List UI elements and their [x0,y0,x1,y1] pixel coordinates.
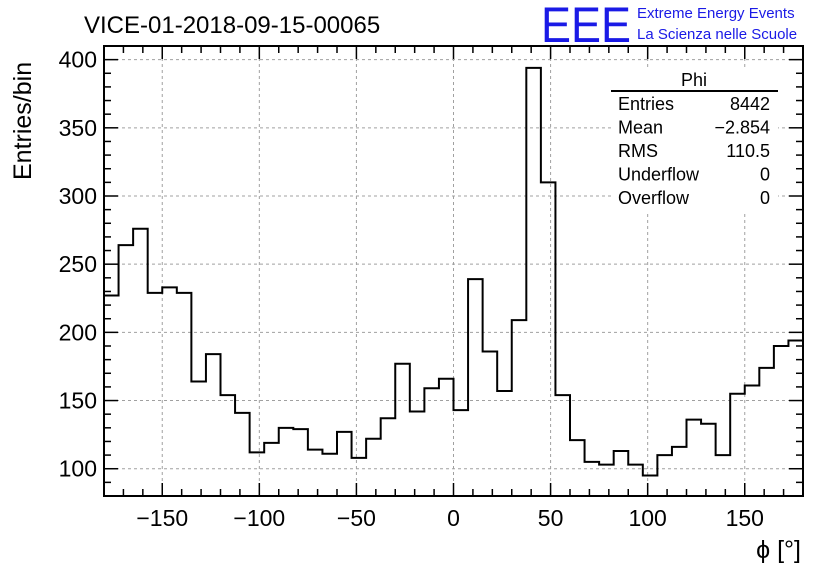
stats-value: 0 [760,188,770,208]
histogram-line [104,66,804,477]
chart-title: VICE-01-2018-09-15-00065 [84,12,380,39]
x-tick-label: 100 [628,505,666,531]
x-tick-label: −50 [337,505,376,531]
y-tick-label: 350 [59,115,97,141]
x-tick-label: −150 [136,505,188,531]
logo-line1: Extreme Energy Events [637,5,795,22]
stats-value: 110.5 [726,141,770,161]
x-axis-label: ϕ [°] [756,536,801,564]
x-tick-label: 50 [538,505,564,531]
y-tick-label: 150 [59,388,97,414]
stats-name: Phi [681,70,707,90]
eee-logo: EEE Extreme Energy Events La Scienza nel… [541,0,797,53]
x-tick-label: −100 [233,505,285,531]
logo-line2: La Scienza nelle Scuole [637,26,797,43]
y-tick-label: 100 [59,456,97,482]
stats-value: 8442 [730,94,770,114]
stats-label: RMS [618,141,658,161]
x-tick-label: 150 [726,505,764,531]
stats-label: Entries [618,94,674,114]
stats-box-background [611,70,778,212]
y-tick-label: 300 [59,183,97,209]
x-tick-label: 0 [447,505,460,531]
logo-letters: EEE [541,0,631,53]
stats-value: 0 [760,165,770,185]
x-axis-ticks: −150 −100 −50 0 50 100 150 [103,46,804,531]
y-tick-label: 200 [59,319,97,345]
stats-label: Underflow [618,165,700,185]
y-axis-ticks: 100 150 200 250 300 350 400 [59,45,803,484]
stats-box: Phi Entries 8442 Mean −2.854 RMS 110.5 Underfl… [611,70,778,212]
stats-label: Mean [618,118,663,138]
stats-label: Overflow [618,188,690,208]
y-tick-label: 250 [59,251,97,277]
stats-value: −2.854 [714,118,770,138]
y-axis-label: Entries/bin [9,62,37,180]
y-tick-label: 400 [59,47,97,73]
